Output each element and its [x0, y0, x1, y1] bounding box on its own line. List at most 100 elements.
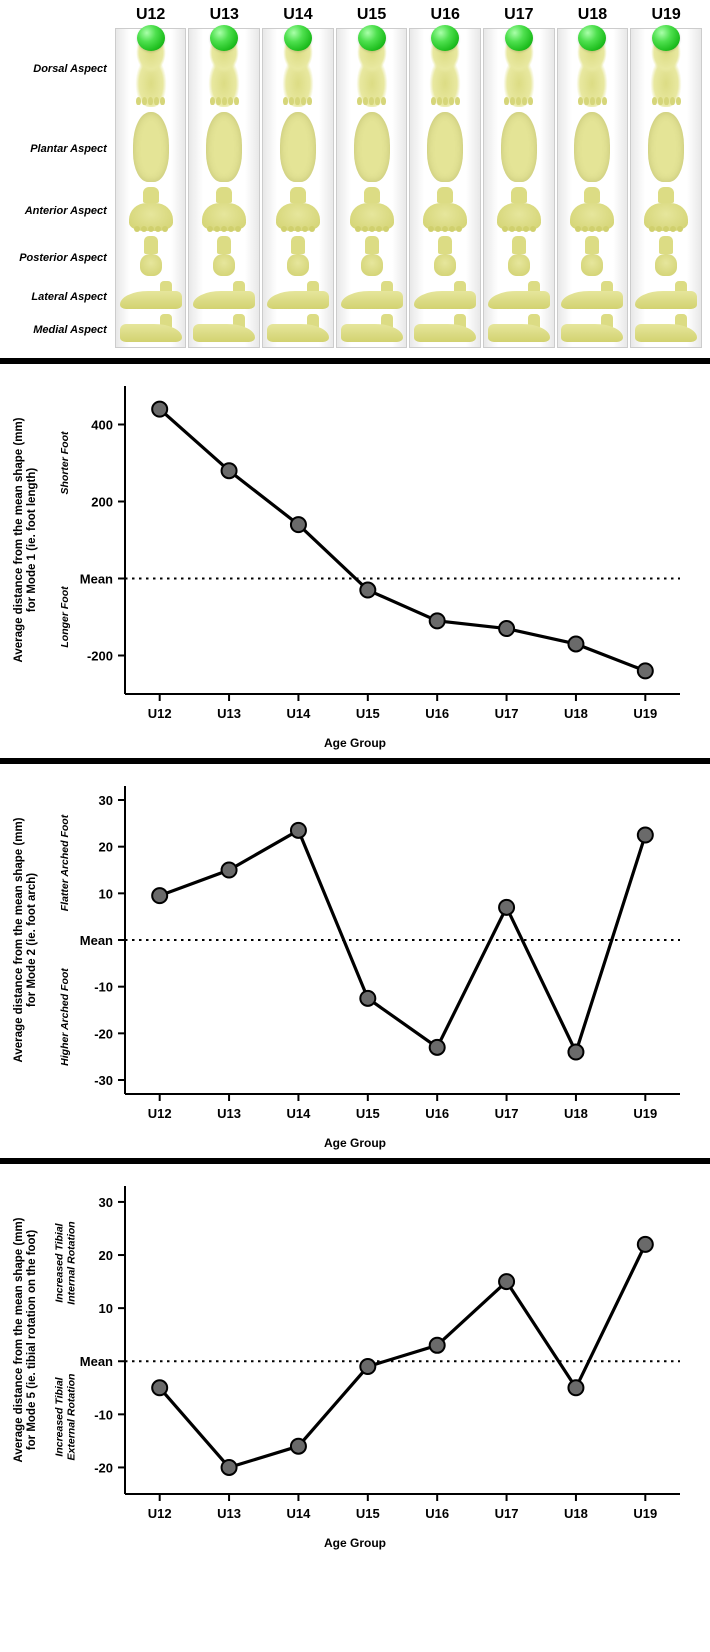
svg-text:U16: U16: [425, 1106, 449, 1121]
foot-posterior-icon: [358, 236, 386, 276]
foot-cell: [262, 314, 334, 348]
foot-plantar-icon: [280, 112, 316, 182]
foot-cell: [557, 314, 629, 348]
svg-text:-10: -10: [94, 1407, 113, 1422]
foot-cell: [188, 112, 260, 187]
foot-anterior-icon: [127, 187, 175, 231]
foot-medial-icon: [120, 314, 182, 342]
foot-cell: [630, 28, 702, 112]
svg-text:Increased TibialInternal Rotat: Increased TibialInternal Rotation: [54, 1221, 78, 1304]
svg-text:U14: U14: [287, 706, 312, 721]
foot-lateral-icon: [635, 281, 697, 309]
foot-cell: [557, 187, 629, 236]
foot-cell: [409, 28, 481, 112]
foot-lateral-icon: [561, 281, 623, 309]
foot-lateral-icon: [193, 281, 255, 309]
foot-cell: [483, 28, 555, 112]
svg-text:-20: -20: [94, 1026, 113, 1041]
foot-lateral-icon: [120, 281, 182, 309]
foot-cell: [262, 112, 334, 187]
foot-cell: [115, 236, 187, 281]
foot-cell: [630, 112, 702, 187]
foot-cell: [115, 314, 187, 348]
svg-text:U18: U18: [564, 706, 588, 721]
svg-text:U12: U12: [148, 706, 172, 721]
svg-text:U15: U15: [356, 1506, 380, 1521]
svg-text:-200: -200: [87, 649, 113, 664]
foot-cell: [557, 28, 629, 112]
foot-dorsal-icon: [280, 29, 316, 107]
foot-cell: [336, 112, 408, 187]
foot-posterior-icon: [210, 236, 238, 276]
svg-text:U12: U12: [148, 1106, 172, 1121]
foot-grid-table: U12 U13 U14 U15 U16 U17 U18 U19 Dorsal A…: [6, 4, 704, 348]
foot-cell: [630, 236, 702, 281]
svg-text:10: 10: [99, 886, 113, 901]
row-header-anterior: Anterior Aspect: [8, 187, 113, 236]
foot-dorsal-icon: [648, 29, 684, 107]
svg-text:Mean: Mean: [80, 572, 113, 587]
svg-text:U18: U18: [564, 1506, 588, 1521]
svg-text:-10: -10: [94, 980, 113, 995]
svg-text:-30: -30: [94, 1073, 113, 1088]
svg-text:U13: U13: [217, 1106, 241, 1121]
panel-separator: [0, 758, 710, 764]
foot-dorsal-icon: [133, 29, 169, 107]
foot-cell: [409, 281, 481, 314]
foot-cell: [630, 281, 702, 314]
chart-mode5-svg: -20-10Mean102030U12U13U14U15U16U17U18U19…: [10, 1174, 700, 1534]
foot-plantar-icon: [648, 112, 684, 182]
foot-cell: [557, 112, 629, 187]
foot-dorsal-icon: [574, 29, 610, 107]
foot-dorsal-icon: [354, 29, 390, 107]
svg-text:200: 200: [91, 495, 113, 510]
svg-text:-20: -20: [94, 1460, 113, 1475]
chart-mode5: -20-10Mean102030U12U13U14U15U16U17U18U19…: [0, 1172, 710, 1554]
foot-cell: [483, 281, 555, 314]
svg-text:30: 30: [99, 793, 113, 808]
svg-text:Average distance from the mean: Average distance from the mean shape (mm…: [13, 1217, 38, 1462]
foot-lateral-icon: [341, 281, 403, 309]
svg-text:U13: U13: [217, 1506, 241, 1521]
svg-text:U17: U17: [495, 1106, 519, 1121]
svg-text:Increased TibialExternal Rotat: Increased TibialExternal Rotation: [54, 1374, 78, 1461]
foot-anterior-icon: [200, 187, 248, 231]
chart-mode1: -200Mean200400U12U13U14U15U16U17U18U19Av…: [0, 372, 710, 754]
svg-text:400: 400: [91, 418, 113, 433]
foot-lateral-icon: [488, 281, 550, 309]
foot-dorsal-icon: [206, 29, 242, 107]
svg-text:Higher Arched Foot: Higher Arched Foot: [59, 968, 71, 1066]
panel-separator: [0, 1158, 710, 1164]
svg-text:Mean: Mean: [80, 1354, 113, 1369]
svg-text:U17: U17: [495, 706, 519, 721]
row-header-medial: Medial Aspect: [8, 314, 113, 348]
x-axis-label: Age Group: [10, 1136, 700, 1150]
svg-text:Average distance from the mean: Average distance from the mean shape (mm…: [13, 417, 38, 662]
foot-anterior-icon: [348, 187, 396, 231]
foot-posterior-icon: [652, 236, 680, 276]
foot-medial-icon: [561, 314, 623, 342]
svg-text:Flatter Arched Foot: Flatter Arched Foot: [59, 814, 71, 911]
foot-dorsal-icon: [427, 29, 463, 107]
svg-text:Mean: Mean: [80, 933, 113, 948]
chart-mode2-svg: -30-20-10Mean102030U12U13U14U15U16U17U18…: [10, 774, 700, 1134]
foot-medial-icon: [488, 314, 550, 342]
foot-medial-icon: [193, 314, 255, 342]
svg-text:U13: U13: [217, 706, 241, 721]
svg-text:U19: U19: [633, 706, 657, 721]
foot-cell: [409, 236, 481, 281]
foot-cell: [336, 187, 408, 236]
foot-cell: [262, 187, 334, 236]
foot-anterior-icon: [568, 187, 616, 231]
foot-cell: [262, 236, 334, 281]
foot-medial-icon: [635, 314, 697, 342]
svg-text:U17: U17: [495, 1506, 519, 1521]
foot-plantar-icon: [501, 112, 537, 182]
foot-posterior-icon: [137, 236, 165, 276]
foot-cell: [630, 314, 702, 348]
svg-text:20: 20: [99, 1248, 113, 1263]
svg-text:U19: U19: [633, 1106, 657, 1121]
foot-medial-icon: [341, 314, 403, 342]
chart-mode2: -30-20-10Mean102030U12U13U14U15U16U17U18…: [0, 772, 710, 1154]
foot-cell: [115, 28, 187, 112]
